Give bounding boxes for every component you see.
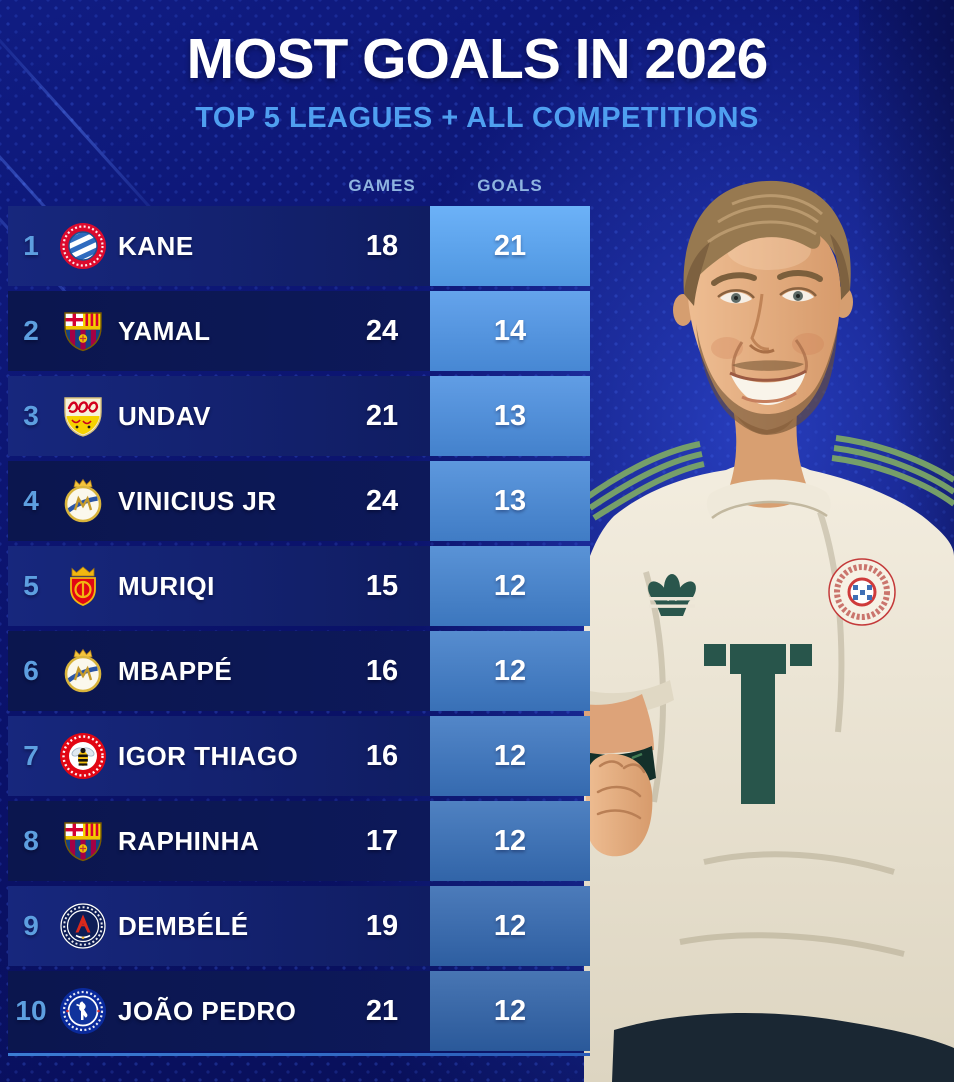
- rank-label: 4: [23, 485, 39, 516]
- rank-label: 6: [23, 655, 39, 686]
- standings-table: 1 KANE 18 21 2 YAMAL 24 14: [8, 206, 590, 1056]
- player-name: DEMBÉLÉ: [118, 910, 249, 941]
- table-row-main: 3 UNDAV 21: [8, 376, 430, 456]
- goals-value: 12: [493, 994, 527, 1027]
- table-row-main: 10 JOÃO PEDRO 21: [8, 971, 430, 1051]
- goals-cell: 12: [430, 631, 590, 711]
- table-row: 5 MURIQI 15 12: [8, 546, 590, 626]
- player-name: MURIQI: [118, 570, 215, 601]
- harry-kane-photo: [584, 180, 954, 1082]
- table-row: 6 MBAPPÉ 16 12: [8, 631, 590, 711]
- rank-label: 1: [23, 230, 39, 261]
- player-name: YAMAL: [118, 315, 211, 346]
- table-row: 7 IGOR THIAGO 16 12: [8, 716, 590, 796]
- games-value: 18: [365, 229, 399, 262]
- rank-label: 10: [15, 995, 47, 1026]
- goals-cell: 12: [430, 801, 590, 881]
- table-row: 9 DEMBÉLÉ 19 12: [8, 886, 590, 966]
- rcd-mallorca-badge-icon: [54, 562, 112, 610]
- table-row: 4 VINICIUS JR 24 13: [8, 461, 590, 541]
- goals-cell: 13: [430, 376, 590, 456]
- table-row-main: 9 DEMBÉLÉ 19: [8, 886, 430, 966]
- table-row-main: 6 MBAPPÉ 16: [8, 631, 430, 711]
- player-name: IGOR THIAGO: [118, 740, 299, 771]
- rank-label: 3: [23, 400, 39, 431]
- chelsea-badge-icon: [54, 987, 112, 1035]
- goals-value: 13: [493, 484, 527, 517]
- games-value: 24: [365, 314, 399, 347]
- page-subtitle: TOP 5 LEAGUES + ALL COMPETITIONS: [195, 102, 759, 134]
- goals-cell: 12: [430, 886, 590, 966]
- goals-value: 12: [493, 909, 527, 942]
- table-row: 8 RAPHINHA 17 12: [8, 801, 590, 881]
- table-row-main: 4 VINICIUS JR 24: [8, 461, 430, 541]
- goals-cell: 21: [430, 206, 590, 286]
- table-row-main: 2 YAMAL 24: [8, 291, 430, 371]
- rank-label: 2: [23, 315, 39, 346]
- games-value: 21: [365, 399, 399, 432]
- goals-value: 12: [493, 654, 527, 687]
- goals-value: 13: [493, 399, 527, 432]
- player-name: VINICIUS JR: [118, 485, 277, 516]
- games-value: 16: [365, 739, 399, 772]
- goals-value: 12: [493, 569, 527, 602]
- games-value: 19: [365, 909, 399, 942]
- table-row-main: 1 KANE 18: [8, 206, 430, 286]
- table-row-main: 8 RAPHINHA 17: [8, 801, 430, 881]
- rank-label: 8: [23, 825, 39, 856]
- goals-value: 21: [493, 229, 527, 262]
- games-value: 15: [365, 569, 399, 602]
- goals-cell: 14: [430, 291, 590, 371]
- real-madrid-badge-icon: [54, 477, 112, 525]
- column-header-games: GAMES: [348, 176, 416, 195]
- rank-label: 7: [23, 740, 39, 771]
- rank-label: 5: [23, 570, 39, 601]
- column-header-goals: GOALS: [477, 176, 543, 195]
- goals-cell: 12: [430, 716, 590, 796]
- fc-barcelona-badge-icon: [54, 307, 112, 355]
- games-value: 17: [365, 824, 399, 857]
- vfb-stuttgart-badge-icon: [54, 392, 112, 440]
- player-name: MBAPPÉ: [118, 655, 233, 686]
- goals-value: 12: [493, 824, 527, 857]
- table-row: 3 UNDAV 21 13: [8, 376, 590, 456]
- player-name: JOÃO PEDRO: [118, 995, 297, 1026]
- player-name: KANE: [118, 230, 194, 261]
- player-name: RAPHINHA: [118, 825, 260, 856]
- goals-value: 14: [493, 314, 527, 347]
- table-row-main: 7 IGOR THIAGO 16: [8, 716, 430, 796]
- table-row: 1 KANE 18 21: [8, 206, 590, 286]
- page-title: MOST GOALS IN 2026: [186, 27, 769, 91]
- fc-barcelona-badge-icon: [54, 817, 112, 865]
- games-value: 16: [365, 654, 399, 687]
- real-madrid-badge-icon: [54, 647, 112, 695]
- paris-saint-germain-badge-icon: [54, 902, 112, 950]
- table-row: 10 JOÃO PEDRO 21 12: [8, 971, 590, 1051]
- table-bottom-line: [8, 1053, 590, 1056]
- goals-cell: 13: [430, 461, 590, 541]
- games-value: 24: [365, 484, 399, 517]
- games-value: 21: [365, 994, 399, 1027]
- goals-value: 12: [493, 739, 527, 772]
- masthead: MOST GOALS IN 2026 TOP 5 LEAGUES + ALL C…: [0, 26, 954, 135]
- rank-label: 9: [23, 910, 39, 941]
- player-name: UNDAV: [118, 400, 212, 431]
- goals-cell: 12: [430, 971, 590, 1051]
- table-row-main: 5 MURIQI 15: [8, 546, 430, 626]
- table-row: 2 YAMAL 24 14: [8, 291, 590, 371]
- fc-bayern-munchen-badge-icon: [54, 222, 112, 270]
- brentford-badge-icon: [54, 732, 112, 780]
- goals-cell: 12: [430, 546, 590, 626]
